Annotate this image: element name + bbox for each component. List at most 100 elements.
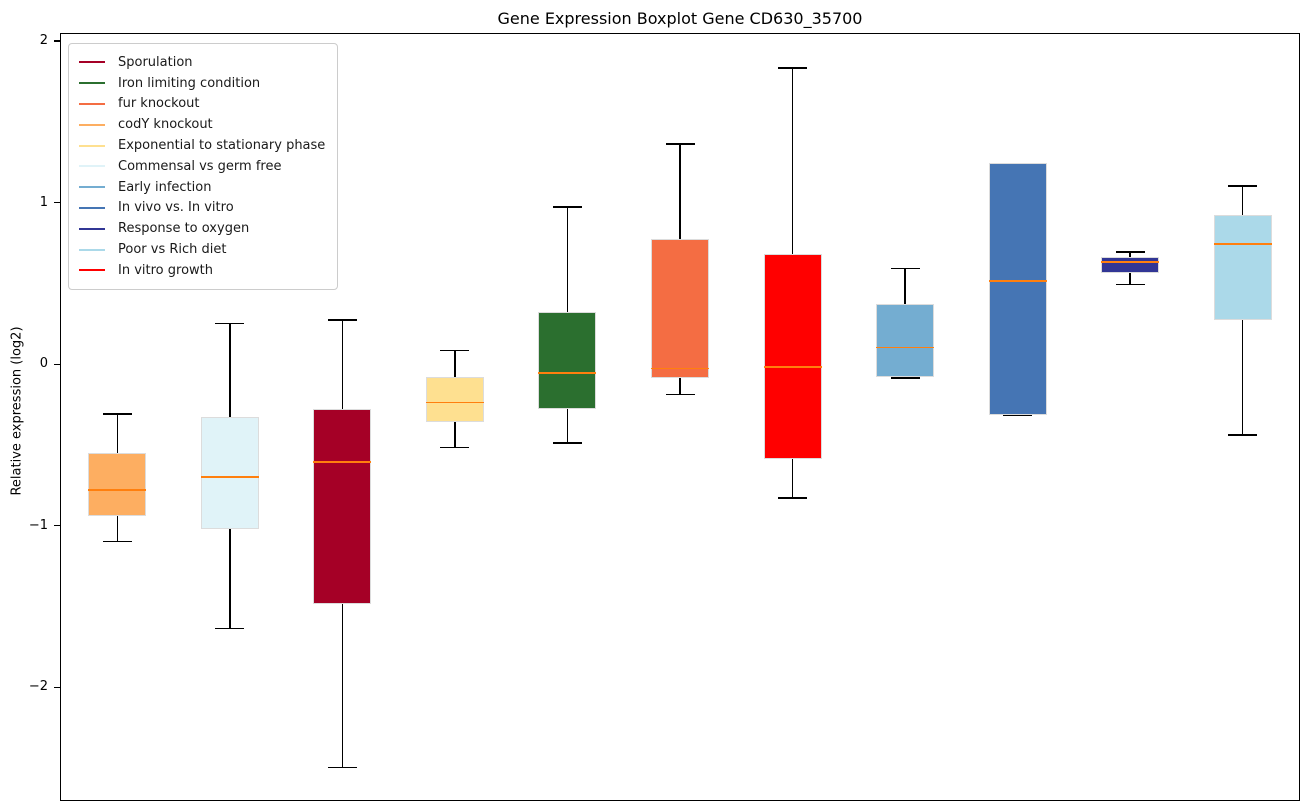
iqr-box [88,452,147,516]
median-line [538,372,597,375]
lower-cap [215,627,245,630]
upper-whisker [229,323,231,417]
legend-item: fur knockout [79,94,325,115]
upper-whisker [1241,185,1244,215]
median-line [1101,260,1160,263]
legend-item: codY knockout [79,114,325,135]
y-tick-mark [54,363,60,365]
lower-whisker [904,376,906,379]
upper-whisker [904,268,906,304]
legend-item-label: In vivo vs. In vitro [118,200,234,216]
y-tick-label: 2 [39,33,48,49]
legend-item-label: Poor vs Rich diet [118,242,227,258]
upper-whisker [1129,252,1131,257]
y-tick-label: −2 [28,679,48,695]
upper-cap [552,206,582,208]
upper-cap [102,413,132,415]
legend-item: Iron limiting condition [79,73,325,94]
iqr-box [200,417,259,529]
legend-item: Poor vs Rich diet [79,239,325,260]
legend: Sporulation Iron limiting condition fur kn… [68,43,339,290]
lower-cap [102,540,132,543]
legend-item-label: In vitro growth [118,262,213,278]
lower-cap [552,442,582,444]
legend-swatch [79,123,105,126]
lower-cap [440,446,470,449]
y-tick-mark [54,40,60,42]
median-line [313,461,372,464]
upper-whisker [454,350,456,377]
plot-area: Sporulation Iron limiting condition fur kn… [60,33,1300,801]
legend-item-label: fur knockout [118,96,200,112]
upper-cap [327,319,357,321]
legend-item-label: Early infection [118,179,212,195]
y-axis-label: Relative expression (log2) [9,326,25,496]
lower-cap [1003,414,1033,417]
iqr-box [1213,214,1272,321]
iqr-box [651,239,709,379]
legend-swatch [79,206,105,209]
upper-whisker [791,67,794,254]
lower-whisker [454,421,456,448]
median-line [876,346,935,349]
lower-cap [665,393,695,396]
legend-item-label: Iron limiting condition [118,75,261,91]
iqr-box [313,408,372,605]
upper-whisker [679,143,681,240]
legend-swatch [79,61,105,64]
upper-cap [1115,251,1145,253]
upper-whisker [116,413,119,453]
lower-whisker [566,408,569,443]
iqr-box [538,311,597,409]
iqr-box [425,376,484,422]
legend-item: In vivo vs. In vitro [79,198,325,219]
lower-cap [327,766,357,769]
legend-item-label: Sporulation [118,54,193,70]
legend-item-label: Response to oxygen [118,221,250,237]
iqr-box [1101,257,1160,274]
lower-cap [890,377,920,379]
lower-whisker [341,604,344,768]
iqr-box [876,303,935,377]
chart-title: Gene Expression Boxplot Gene CD630_35700 [497,9,863,28]
legend-swatch [79,165,105,168]
lower-whisker [229,528,231,629]
lower-whisker [116,515,119,542]
legend-item-label: codY knockout [118,117,213,133]
median-line [425,401,484,404]
upper-whisker [341,320,344,409]
upper-whisker [566,206,569,312]
lower-cap [1228,434,1258,436]
legend-swatch [79,102,105,105]
median-line [88,488,147,491]
legend-swatch [79,186,105,189]
legend-swatch [79,227,105,230]
lower-cap [1115,283,1145,286]
legend-item-label: Commensal vs germ free [118,158,282,174]
upper-cap [1228,185,1258,187]
median-line [651,367,709,370]
y-tick-label: 0 [39,356,48,372]
iqr-box [763,253,822,459]
y-tick-mark [54,202,60,204]
upper-cap [778,67,808,69]
median-line [763,366,822,368]
lower-whisker [791,459,794,498]
legend-item-label: Exponential to stationary phase [118,138,326,154]
y-tick-label: −1 [28,517,48,533]
legend-item: In vitro growth [79,260,325,281]
lower-cap [778,497,808,499]
median-line [988,280,1047,283]
legend-item: Sporulation [79,52,325,73]
legend-item: Early infection [79,177,325,198]
legend-swatch [79,82,105,85]
legend-swatch [79,269,105,272]
upper-cap [665,143,695,145]
median-line [1213,243,1272,245]
upper-cap [215,322,245,325]
upper-cap [440,349,470,352]
y-tick-mark [54,686,60,689]
iqr-box [988,163,1047,416]
lower-whisker [679,378,681,395]
